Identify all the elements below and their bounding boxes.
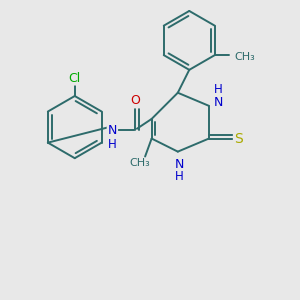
- Text: N: N: [108, 124, 117, 137]
- Text: S: S: [234, 131, 243, 146]
- Text: CH₃: CH₃: [234, 52, 255, 62]
- Text: CH₃: CH₃: [130, 158, 151, 168]
- Text: N: N: [175, 158, 184, 171]
- Text: H: H: [175, 170, 184, 183]
- Text: H: H: [108, 138, 117, 151]
- Text: Cl: Cl: [69, 71, 81, 85]
- Text: H: H: [214, 83, 223, 96]
- Text: O: O: [130, 94, 140, 107]
- Text: N: N: [214, 96, 224, 109]
